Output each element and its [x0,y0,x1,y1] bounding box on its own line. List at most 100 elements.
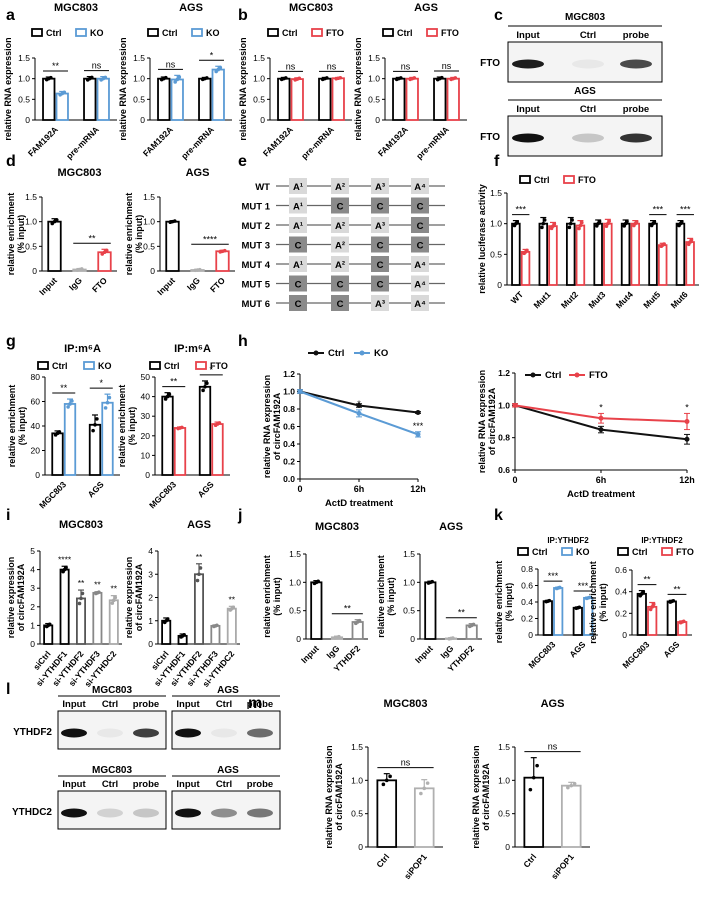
mutation-row-label: MUT 6 [242,299,271,310]
bar [553,587,564,636]
y-tick-label: 1.0 [368,74,380,84]
data-point [205,381,209,386]
significance-label: ** [228,594,235,604]
chart-title: AGS [187,519,211,531]
bar [76,597,87,645]
data-point [173,80,177,84]
significance-label: ns [327,61,337,71]
x-tick-label: pre-mRNA [64,124,101,161]
legend-label: Ctrl [162,28,178,38]
y-tick-label: 0.5 [498,809,510,819]
x-axis-label: ActD treatment [325,498,394,509]
y-tick-label: 1.5 [253,53,265,63]
data-point [112,598,116,603]
y-axis-label: of circFAM192A [487,387,497,455]
x-tick-label: MGC803 [147,479,178,510]
legend-label: Ctrl [282,28,298,38]
blot-band [133,728,159,738]
data-point [103,406,108,410]
y-tick-label: 1.5 [25,192,37,202]
mutation-site [289,217,307,233]
mutation-site [289,236,307,253]
legend-label: Ctrl [545,370,561,381]
mutation-site [411,217,429,233]
y-tick-label: 0.6 [521,581,533,591]
y-tick-label: 0.2 [521,614,533,624]
chart-h2: 0.6 0.8 1.0 1.2 0 6h 12h ActD treatment relative… [477,368,695,500]
x-tick-label: Input [413,643,435,665]
y-tick-label: 2 [148,593,153,603]
bar [161,395,174,476]
x-tick-label: pre-mRNA [414,124,451,161]
legend-label: Ctrl [534,175,550,185]
panel-letter: k [494,507,503,524]
legend-label: Ctrl [52,361,68,371]
mutation-site [411,275,429,292]
data-point [567,225,572,230]
chart-i2: AGS 0 1 2 3 4 relative expression of circFAM192… [124,519,240,689]
y-tick-label: 1.0 [18,74,30,84]
x-tick-label: MGC803 [620,639,651,670]
bar [157,77,171,121]
lane-label: probe [247,699,273,710]
chart-title: AGS [414,2,438,14]
data-point [93,422,97,427]
legend-swatch [617,547,629,556]
legend-swatch [147,28,159,37]
y-tick-label: 0 [260,115,265,125]
bar [92,591,103,645]
data-point [316,579,320,584]
y-axis-label: of circFAM192A [134,563,144,631]
legend-swatch [195,361,207,370]
data-point [528,787,533,792]
mutation-site-label: A¹ [293,202,303,213]
bar [51,432,64,476]
chart-k2: IP:YTHDF2 0 0.2 0.4 0.6 relative enrichment (%… [588,536,694,670]
bar [47,220,62,272]
y-tick-label: 0.5 [143,241,155,251]
y-axis-label: relative RNA expression [353,37,363,140]
significance-label: * [685,402,689,412]
mutation-site-label: C [337,299,344,310]
y-tick-label: 0.2 [283,457,295,467]
y-tick-label: 1.0 [289,577,301,587]
data-point [569,783,574,788]
x-tick-label: Input [155,275,177,297]
legend-label: Ctrl [632,547,648,557]
y-axis-label: (% input) [134,215,144,254]
data-point [625,219,629,224]
data-point [80,591,85,596]
y-axis-label: relative enrichment [376,555,386,638]
mutation-row-label: MUT 5 [242,280,271,291]
blot-band [97,728,123,738]
data-point [66,405,70,409]
significance-label: ** [88,233,96,243]
legend-label: Ctrl [532,547,548,557]
data-point [356,410,362,416]
y-axis-label: relative enrichment [588,561,598,644]
bar [565,222,576,286]
data-point [68,402,72,406]
mutation-site-label: C [417,202,424,213]
data-point [62,90,67,95]
bar [593,222,603,286]
data-point [419,791,423,796]
data-point [650,605,654,609]
significance-label: ns [401,758,411,768]
chart-title: AGS [541,698,565,710]
bar [542,600,553,636]
data-point [77,601,82,606]
y-tick-label: 0.5 [133,94,145,104]
mutation-site [371,236,389,253]
y-axis-label: of circFAM192A [16,563,26,631]
x-tick-label: AGS [567,639,587,659]
mutation-site-label: A² [335,260,345,271]
blot-band [211,728,237,738]
legend-label: FTO [589,370,608,381]
y-tick-label: 1.5 [133,53,145,63]
bar [675,222,686,286]
panel-letter: d [6,153,16,170]
legend-swatch [517,547,529,556]
significance-label: ns [166,59,176,69]
legend-swatch [267,28,279,37]
